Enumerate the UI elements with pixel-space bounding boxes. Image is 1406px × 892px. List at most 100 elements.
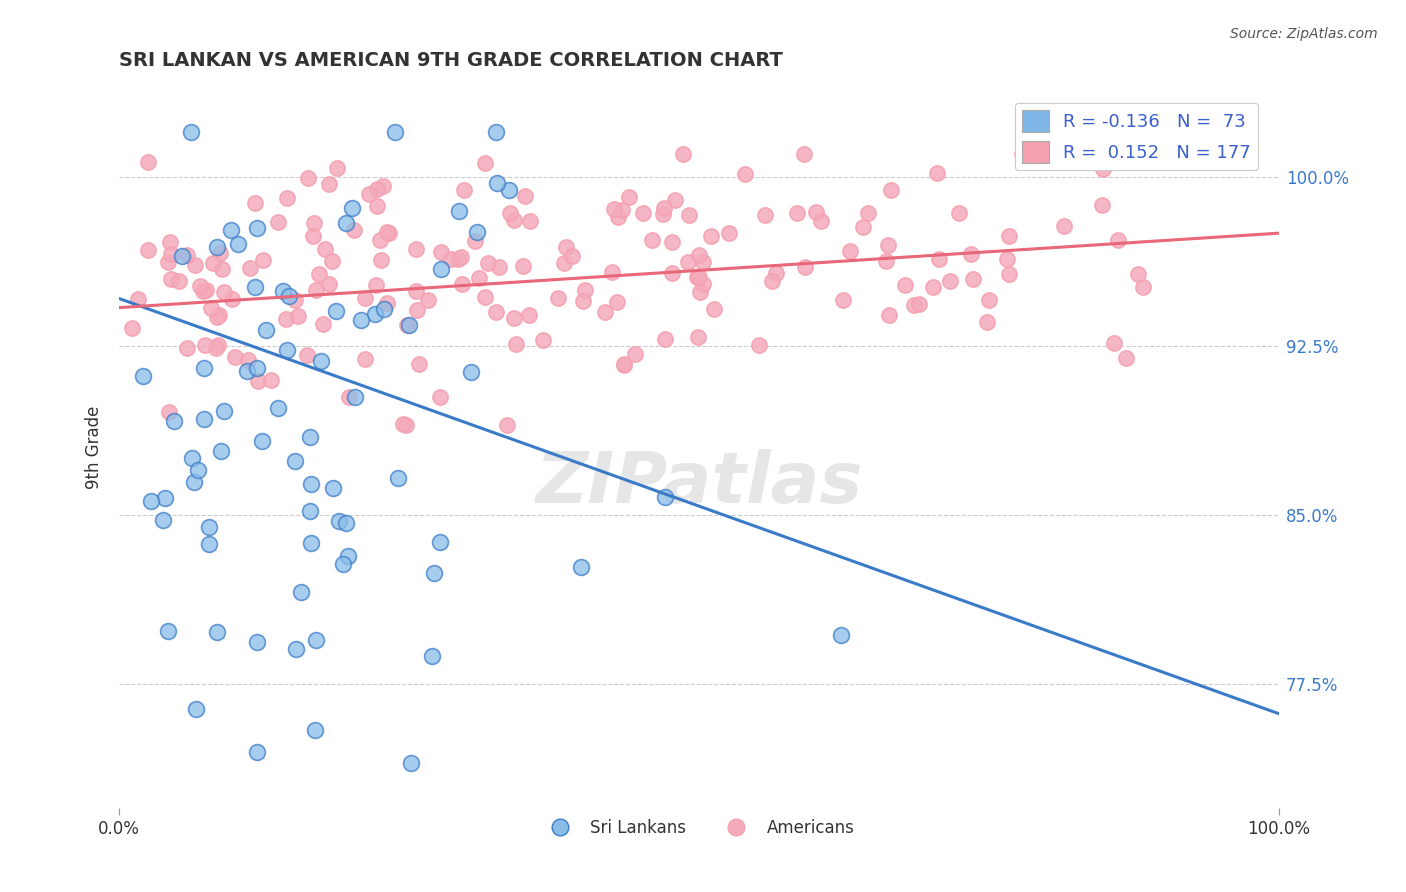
Point [748,337,770,351]
Point [686,329,709,343]
Point [503,311,526,326]
Point [519,309,541,323]
Point [676,254,699,268]
Point [405,242,427,256]
Point [276,343,298,358]
Point [396,318,419,333]
Point [152,513,174,527]
Point [477,256,499,270]
Point [328,514,350,528]
Point [167,274,190,288]
Point [308,267,330,281]
Point [398,318,420,332]
Text: SRI LANKAN VS AMERICAN 9TH GRADE CORRELATION CHART: SRI LANKAN VS AMERICAN 9TH GRADE CORRELA… [120,51,783,70]
Point [322,481,344,495]
Point [163,414,186,428]
Point [136,243,159,257]
Point [1043,147,1066,161]
Point [290,585,312,599]
Point [212,404,235,418]
Point [335,516,357,530]
Point [450,250,472,264]
Point [387,471,409,485]
Point [190,279,212,293]
Point [606,210,628,224]
Point [157,624,180,639]
Point [141,494,163,508]
Point [420,649,443,664]
Point [652,201,675,215]
Point [207,338,229,352]
Point [243,280,266,294]
Point [554,240,576,254]
Point [405,284,427,298]
Point [375,225,398,239]
Point [260,373,283,387]
Point [1104,336,1126,351]
Point [194,338,217,352]
Point [200,301,222,316]
Point [1126,268,1149,282]
Point [832,293,855,307]
Point [271,284,294,298]
Point [688,248,710,262]
Point [193,361,215,376]
Point [429,535,451,549]
Point [1053,219,1076,233]
Point [703,301,725,316]
Point [205,239,228,253]
Point [794,260,817,274]
Point [962,272,984,286]
Point [252,253,274,268]
Point [838,244,860,258]
Point [335,216,357,230]
Point [927,166,949,180]
Point [378,226,401,240]
Point [245,195,267,210]
Point [160,272,183,286]
Point [153,491,176,505]
Point [254,323,277,337]
Point [606,295,628,310]
Point [309,354,332,368]
Point [689,285,711,299]
Point [344,390,367,404]
Point [208,308,231,322]
Point [856,206,879,220]
Point [995,252,1018,267]
Point [875,253,897,268]
Point [430,262,453,277]
Point [661,267,683,281]
Point [304,723,326,737]
Point [132,369,155,384]
Point [321,254,343,268]
Point [267,215,290,229]
Point [359,186,381,201]
Point [159,247,181,261]
Text: ZIPatlas: ZIPatlas [536,449,863,518]
Point [228,236,250,251]
Point [337,390,360,404]
Point [221,292,243,306]
Point [603,202,626,217]
Point [267,401,290,415]
Point [1115,351,1137,366]
Point [880,183,903,197]
Point [612,203,634,218]
Point [277,288,299,302]
Point [211,262,233,277]
Point [877,238,900,252]
Point [202,256,225,270]
Point [688,270,710,285]
Point [571,294,593,309]
Point [183,475,205,490]
Point [205,625,228,640]
Point [408,357,430,371]
Point [301,228,323,243]
Point [136,154,159,169]
Point [453,183,475,197]
Point [295,348,318,362]
Point [761,274,783,288]
Point [574,283,596,297]
Point [366,199,388,213]
